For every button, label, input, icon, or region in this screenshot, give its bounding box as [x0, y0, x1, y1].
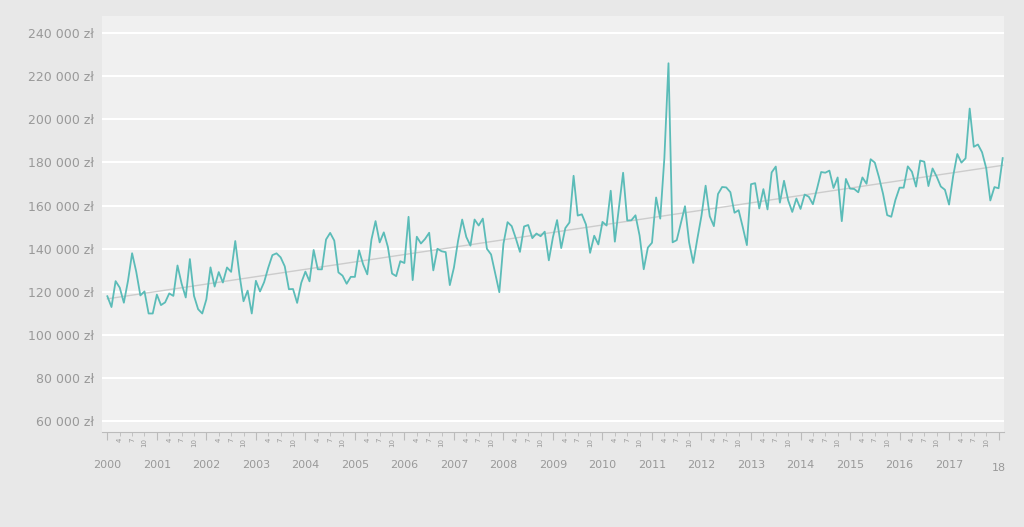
Text: 18: 18 — [991, 463, 1006, 473]
